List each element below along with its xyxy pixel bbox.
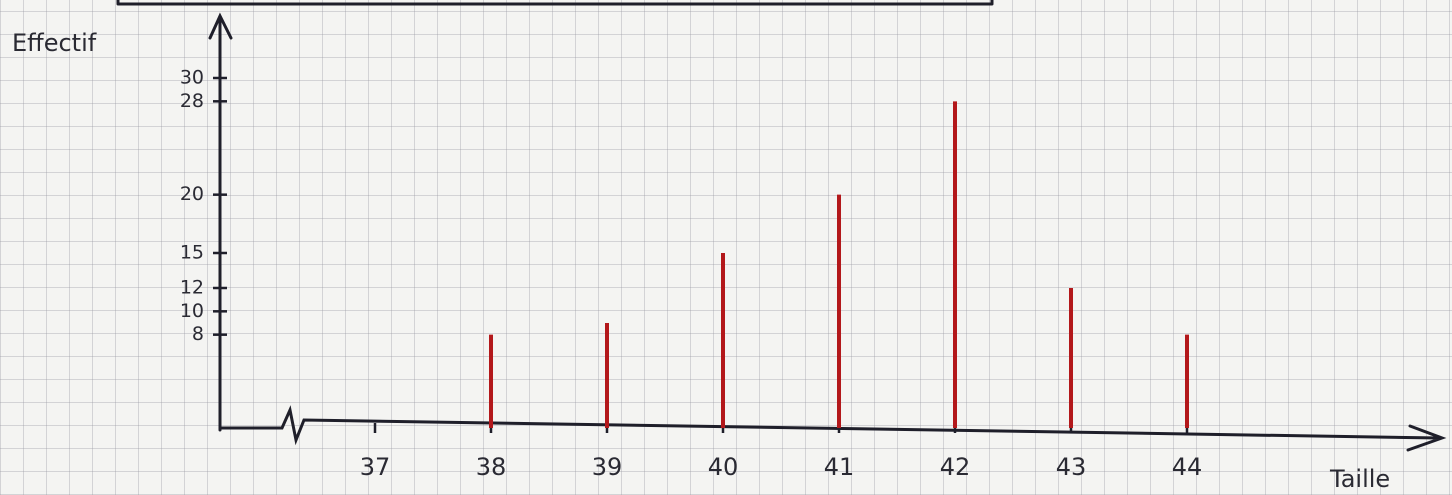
y-tick-label: 28: [180, 90, 204, 112]
x-tick-label: 42: [940, 453, 971, 481]
y-axis-label: Effectif: [12, 29, 97, 57]
y-tick-label: 20: [180, 183, 204, 205]
x-tick-label: 39: [592, 453, 623, 481]
x-tick-label: 40: [708, 453, 739, 481]
x-tick-label: 44: [1172, 453, 1203, 481]
x-tick-label: 38: [476, 453, 507, 481]
y-tick-label: 30: [180, 67, 204, 89]
y-tick-label: 8: [192, 323, 204, 345]
y-tick-label: 10: [180, 300, 204, 322]
x-axis-label: Taille: [1329, 465, 1390, 493]
table-edge: [118, 0, 992, 4]
chart: Effectif Taille 81012 15 20 2830 37 38 39 40 41 4…: [0, 0, 1452, 495]
x-tick-label: 43: [1056, 453, 1087, 481]
x-tick-label: 37: [360, 453, 391, 481]
y-tick-label: 12: [180, 277, 204, 299]
x-axis: [220, 410, 1442, 450]
y-tick-label: 15: [180, 242, 204, 264]
x-tick-label: 41: [824, 453, 855, 481]
